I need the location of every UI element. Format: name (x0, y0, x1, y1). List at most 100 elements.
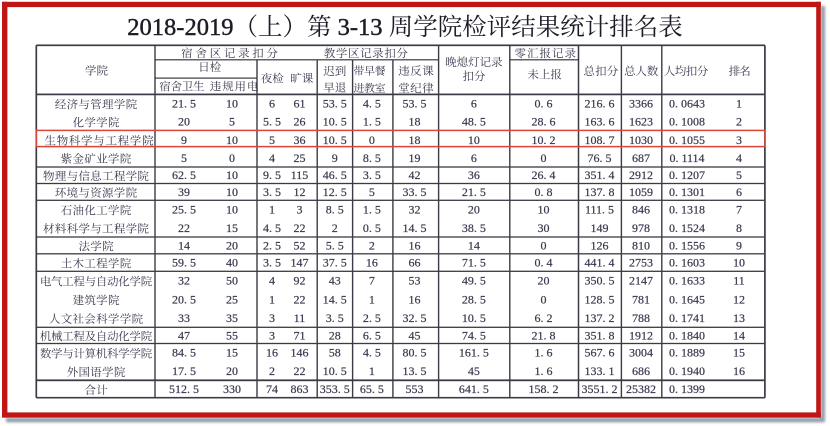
svg-text:22: 22 (294, 221, 306, 235)
svg-text:10: 10 (733, 256, 745, 270)
svg-text:2: 2 (369, 238, 375, 252)
svg-text:2: 2 (736, 115, 742, 129)
svg-text:115: 115 (291, 168, 309, 182)
svg-text:810: 810 (632, 238, 650, 252)
svg-text:0: 0 (541, 292, 547, 306)
svg-text:55: 55 (226, 328, 238, 342)
svg-text:5: 5 (369, 185, 375, 199)
svg-text:19: 19 (409, 151, 421, 165)
svg-text:10. 5: 10. 5 (323, 364, 347, 378)
svg-text:10. 5: 10. 5 (462, 311, 486, 325)
svg-text:2. 5: 2. 5 (263, 238, 281, 252)
svg-text:163. 6: 163. 6 (585, 115, 615, 129)
svg-text:350. 5: 350. 5 (585, 274, 615, 288)
svg-text:0: 0 (369, 133, 375, 147)
svg-text:158. 2: 158. 2 (529, 382, 559, 396)
svg-text:4. 5: 4. 5 (363, 346, 381, 360)
svg-text:92: 92 (294, 274, 306, 288)
svg-text:0. 1008: 0. 1008 (669, 115, 705, 129)
svg-text:62. 5: 62. 5 (172, 168, 196, 182)
svg-text:0. 5: 0. 5 (363, 221, 381, 235)
svg-text:1: 1 (269, 203, 275, 217)
svg-text:6: 6 (471, 97, 477, 111)
svg-text:2147: 2147 (629, 274, 653, 288)
svg-text:0. 1055: 0. 1055 (669, 133, 705, 147)
svg-text:16: 16 (409, 238, 421, 252)
svg-text:441. 4: 441. 4 (585, 256, 615, 270)
svg-text:16: 16 (266, 346, 278, 360)
svg-text:161. 5: 161. 5 (459, 346, 489, 360)
svg-text:7: 7 (736, 203, 742, 217)
svg-text:0. 1645: 0. 1645 (669, 292, 705, 306)
svg-text:52: 52 (294, 238, 306, 252)
svg-text:10: 10 (226, 203, 238, 217)
svg-text:14: 14 (733, 328, 745, 342)
svg-text:12. 5: 12. 5 (323, 185, 347, 199)
svg-text:32: 32 (409, 203, 421, 217)
svg-text:2: 2 (269, 364, 275, 378)
svg-text:11: 11 (294, 311, 306, 325)
svg-text:0. 1524: 0. 1524 (669, 221, 705, 235)
svg-text:25. 5: 25. 5 (172, 203, 196, 217)
svg-text:28. 5: 28. 5 (462, 292, 486, 306)
svg-text:10. 5: 10. 5 (323, 133, 347, 147)
svg-text:20: 20 (226, 238, 238, 252)
svg-text:978: 978 (632, 221, 650, 235)
svg-text:330: 330 (223, 382, 241, 396)
svg-text:30: 30 (538, 221, 550, 235)
svg-text:10: 10 (226, 97, 238, 111)
svg-text:3: 3 (297, 203, 303, 217)
svg-text:5: 5 (736, 168, 742, 182)
svg-text:0: 0 (541, 151, 547, 165)
svg-text:0. 1840: 0. 1840 (669, 328, 705, 342)
svg-text:846: 846 (632, 203, 650, 217)
svg-text:137. 8: 137. 8 (585, 185, 615, 199)
svg-text:3. 5: 3. 5 (363, 168, 381, 182)
svg-text:351. 4: 351. 4 (585, 168, 615, 182)
svg-text:5. 5: 5. 5 (326, 238, 344, 252)
svg-text:14. 5: 14. 5 (323, 292, 347, 306)
svg-text:1: 1 (369, 364, 375, 378)
svg-text:0. 1318: 0. 1318 (669, 203, 705, 217)
svg-text:4: 4 (736, 151, 742, 165)
svg-text:18: 18 (409, 133, 421, 147)
svg-text:38. 5: 38. 5 (462, 221, 486, 235)
svg-text:45: 45 (468, 364, 480, 378)
svg-text:37. 5: 37. 5 (323, 256, 347, 270)
svg-text:2. 5: 2. 5 (363, 311, 381, 325)
svg-text:147: 147 (291, 256, 309, 270)
svg-text:5: 5 (181, 151, 187, 165)
svg-text:1. 6: 1. 6 (535, 346, 553, 360)
svg-text:641. 5: 641. 5 (459, 382, 489, 396)
svg-text:43: 43 (329, 274, 341, 288)
svg-text:15: 15 (226, 346, 238, 360)
svg-text:20: 20 (468, 203, 480, 217)
svg-text:32: 32 (178, 274, 190, 288)
svg-text:781: 781 (632, 292, 650, 306)
svg-text:4: 4 (269, 274, 275, 288)
svg-text:33: 33 (178, 311, 190, 325)
svg-text:1912: 1912 (629, 328, 653, 342)
svg-text:80. 5: 80. 5 (403, 346, 427, 360)
svg-text:42: 42 (409, 168, 421, 182)
svg-text:36: 36 (468, 168, 480, 182)
svg-text:108. 7: 108. 7 (585, 133, 615, 147)
svg-text:353. 5: 353. 5 (320, 382, 350, 396)
svg-text:3-13: 3-13 (332, 14, 389, 41)
svg-text:14: 14 (468, 238, 480, 252)
svg-text:53. 5: 53. 5 (323, 97, 347, 111)
svg-text:6: 6 (471, 151, 477, 165)
svg-text:20. 5: 20. 5 (172, 292, 196, 306)
svg-text:9: 9 (736, 238, 742, 252)
svg-text:686: 686 (632, 364, 650, 378)
svg-text:71: 71 (294, 328, 306, 342)
svg-text:0. 8: 0. 8 (535, 185, 553, 199)
svg-text:58: 58 (329, 346, 341, 360)
svg-text:0: 0 (229, 151, 235, 165)
svg-text:8: 8 (736, 221, 742, 235)
svg-text:18: 18 (409, 115, 421, 129)
svg-text:1. 5: 1. 5 (363, 203, 381, 217)
svg-text:0. 6: 0. 6 (535, 97, 553, 111)
svg-text:553: 553 (406, 382, 424, 396)
svg-text:0. 1940: 0. 1940 (669, 364, 705, 378)
